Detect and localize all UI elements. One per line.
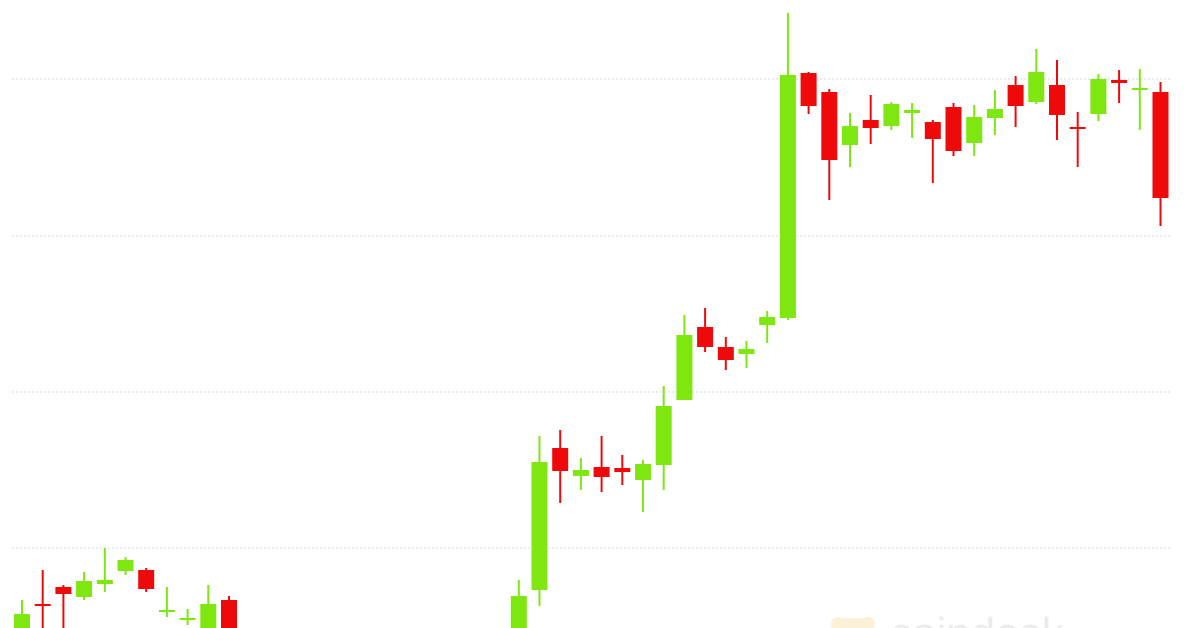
candle-body [883,104,900,126]
candle-body [1111,80,1128,83]
candle-body [572,470,589,476]
candle-body [635,464,651,480]
candle-body [966,117,983,143]
candle-body [158,610,175,612]
candle-body [1152,92,1169,198]
watermark-text: coindesk [890,609,1065,628]
candle-body [1069,127,1086,129]
candle-body [1028,72,1045,102]
candle-body [717,347,734,360]
candle-body [821,92,838,160]
candle-body [655,406,672,465]
candle-body [862,120,879,128]
candle-body [1049,85,1065,115]
candle-body [697,327,714,347]
candle-body [531,462,548,590]
candle-body [924,122,941,139]
candle-body [552,448,569,471]
candle-body [138,570,155,589]
candle-body [593,467,610,477]
candle-body [117,560,134,571]
candle-body [76,581,93,597]
candle-body [34,604,51,606]
candle-body [904,110,921,113]
candle-body [614,468,631,472]
candle-body [842,126,858,145]
candle-body [779,75,796,318]
candle-body [221,600,237,628]
candle-body [800,73,817,106]
candle-body [14,614,30,628]
candle-body [1007,85,1024,106]
candle-body [96,580,113,584]
candle-body [179,618,196,620]
candle-body [986,109,1003,118]
candle-body [200,604,217,628]
candle-body [738,349,755,354]
candle-body [676,335,693,400]
candle-body [1090,79,1107,114]
watermark-logo [838,618,868,628]
candle-body [1131,88,1148,90]
candle-body [55,587,72,594]
candle-body [945,107,962,151]
watermark: coindesk [831,609,1065,628]
candle-body [510,596,527,628]
candle-body [759,317,776,325]
